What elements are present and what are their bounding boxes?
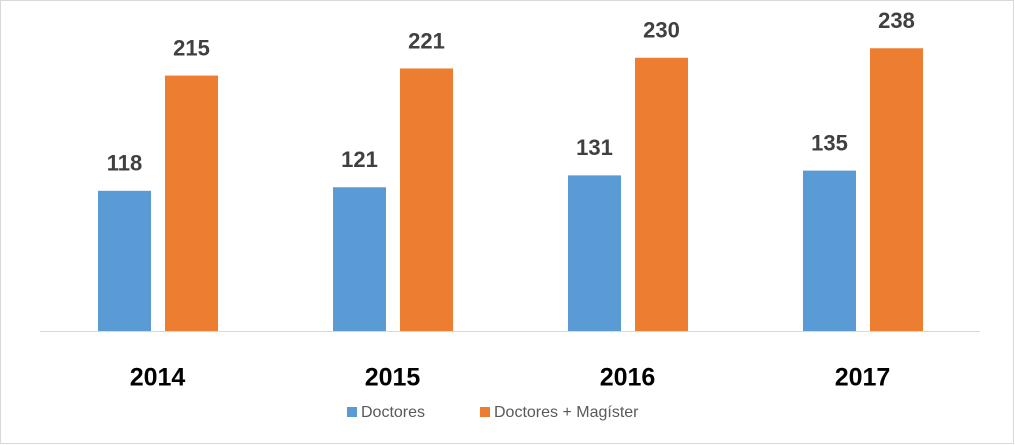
- x-tick-label: 2017: [835, 364, 891, 392]
- legend-label: Doctores: [361, 404, 425, 421]
- data-label: 221: [408, 28, 445, 53]
- x-tick-label: 2016: [600, 364, 656, 392]
- data-label: 215: [173, 35, 210, 60]
- bar: [333, 187, 386, 331]
- legend-swatch: [347, 407, 357, 417]
- legend-swatch: [480, 407, 490, 417]
- legend-label: Doctores + Magíster: [494, 404, 639, 421]
- data-label: 135: [811, 130, 848, 155]
- bar: [165, 75, 218, 331]
- x-tick-label: 2014: [130, 364, 186, 392]
- bar: [98, 190, 151, 331]
- x-tick-label: 2015: [365, 364, 421, 392]
- bar: [568, 175, 621, 331]
- bar: [635, 57, 688, 331]
- bar: [803, 170, 856, 331]
- data-label: 121: [341, 147, 378, 172]
- data-label: 131: [576, 135, 613, 160]
- data-label: 230: [643, 18, 680, 43]
- data-label: 118: [107, 151, 143, 176]
- bar: [870, 48, 923, 331]
- bar: [400, 68, 453, 332]
- data-label: 238: [878, 8, 915, 33]
